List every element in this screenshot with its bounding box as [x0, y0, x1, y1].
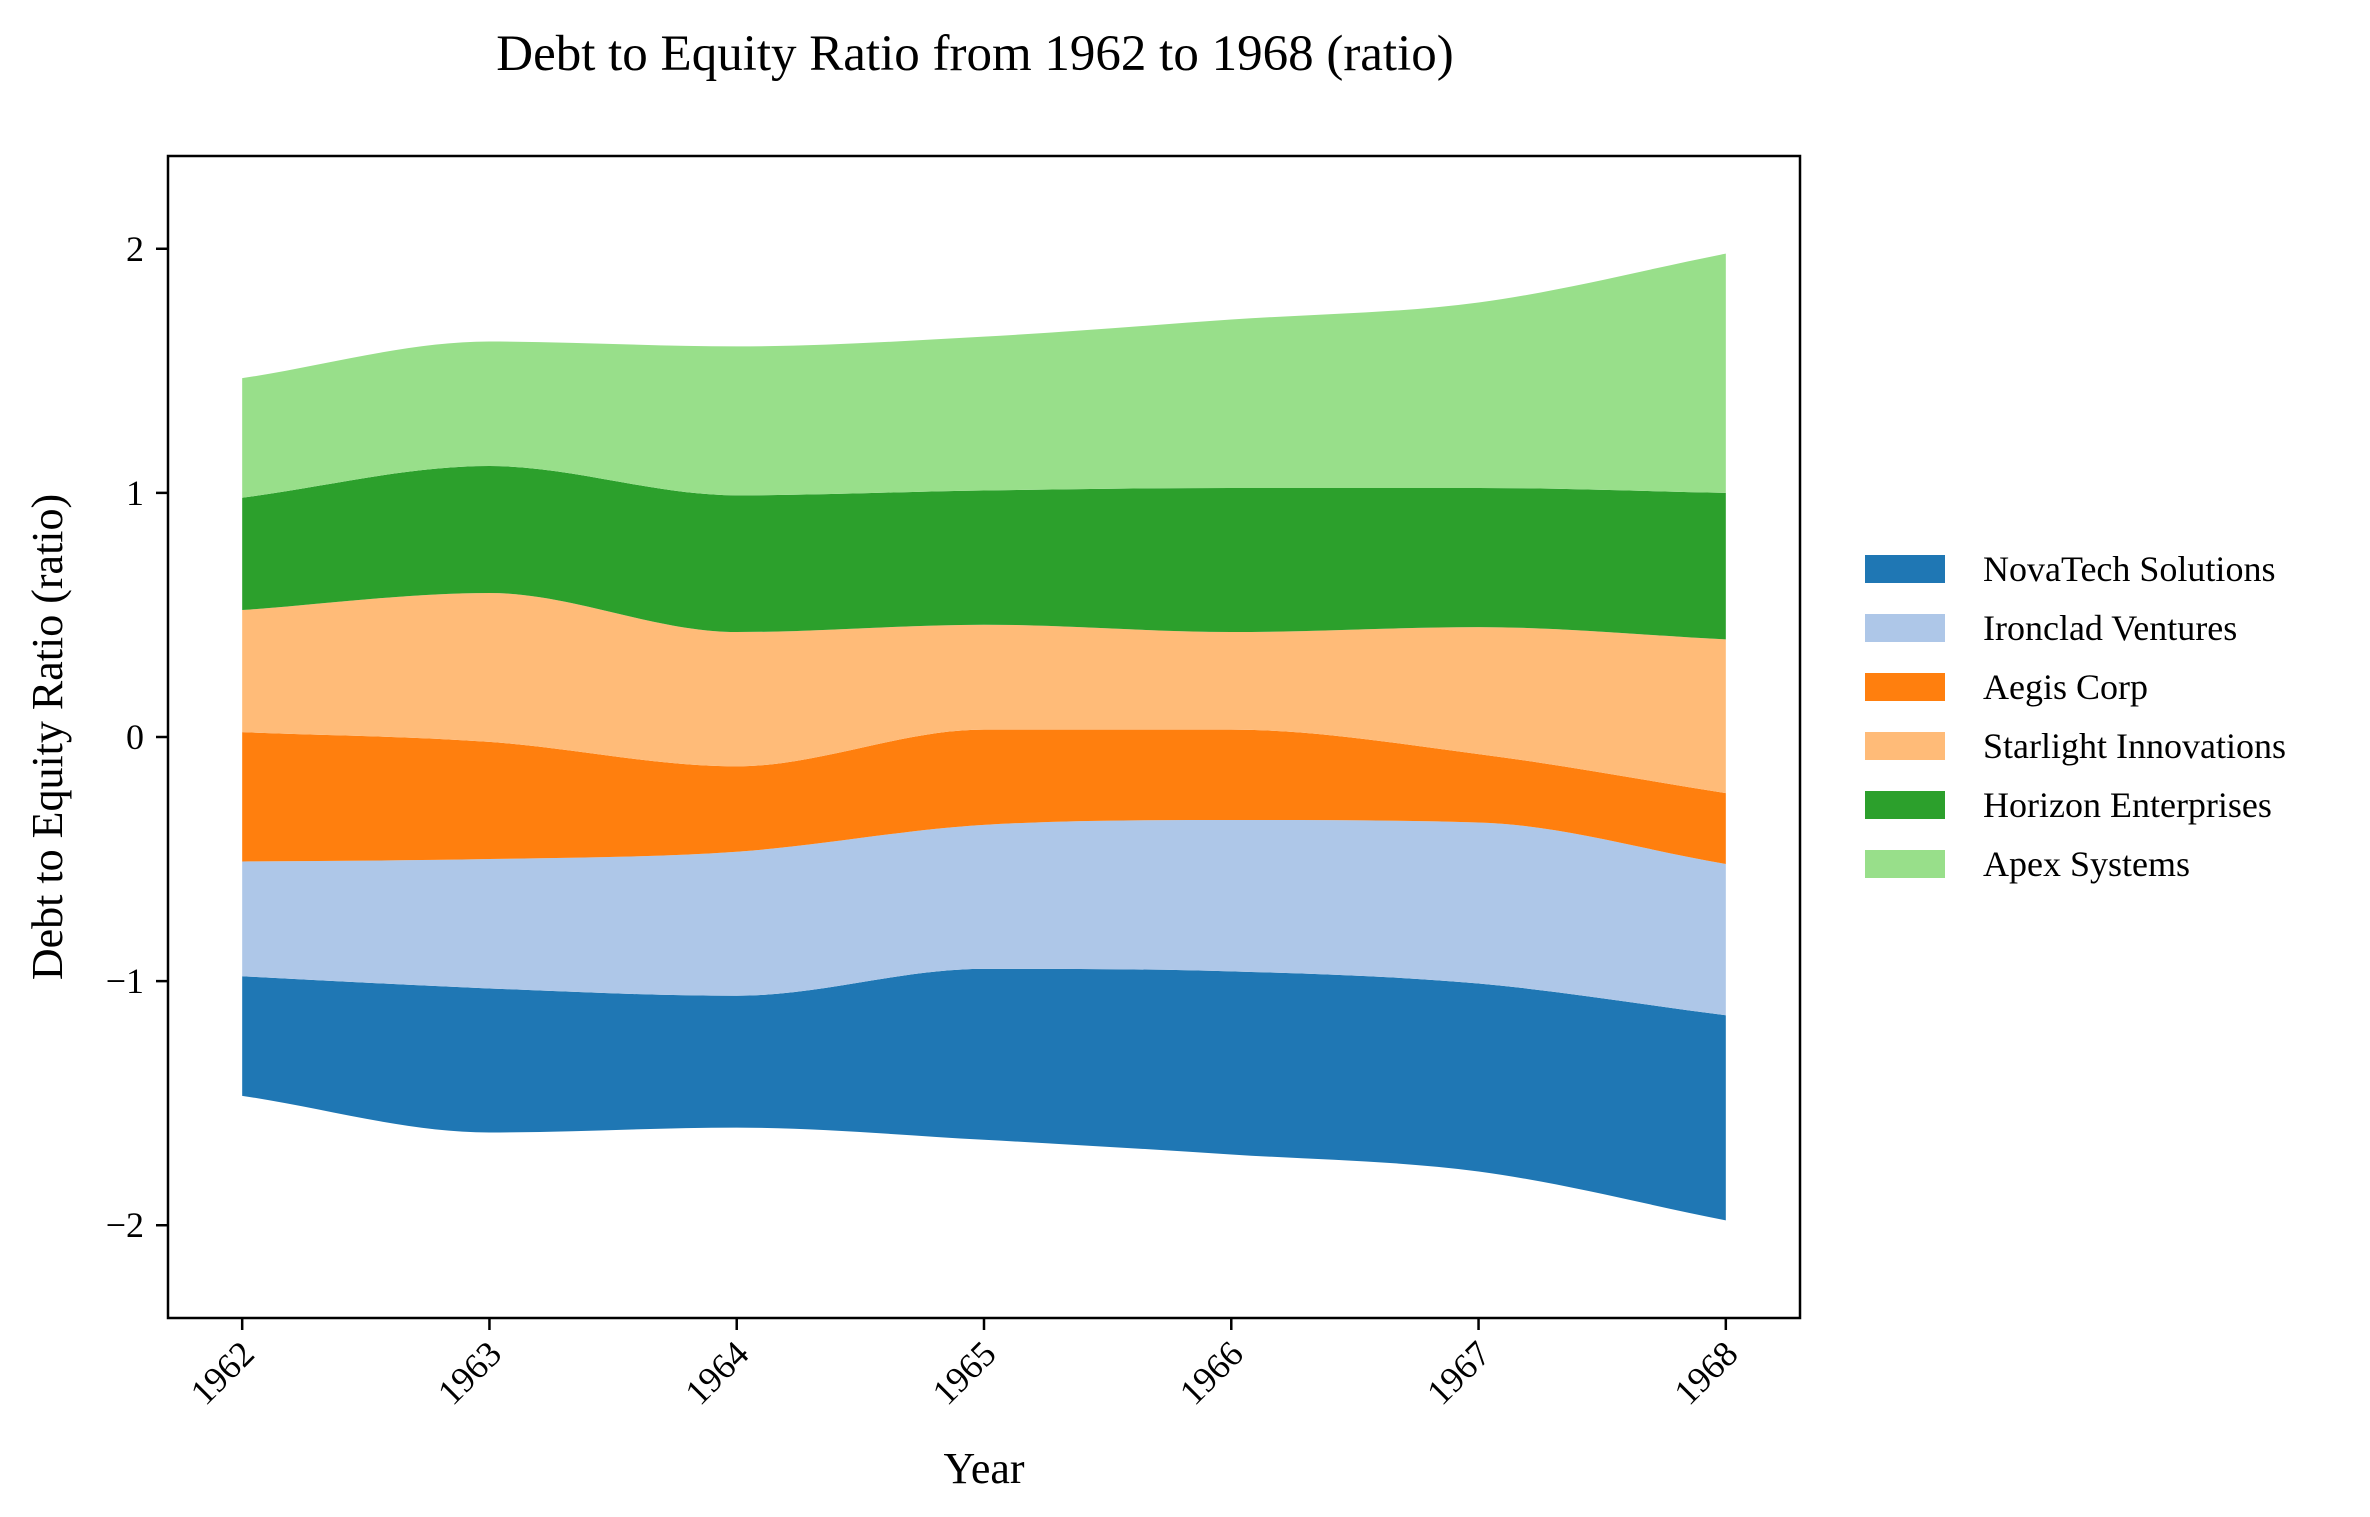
legend: NovaTech Solutions Ironclad Ventures Aegis… — [1865, 549, 2286, 884]
y-axis: −2 −1 0 1 2 — [106, 229, 168, 1245]
x-tick-label: 1966 — [1172, 1333, 1251, 1412]
x-axis-label: Year — [943, 1444, 1024, 1493]
legend-label-horizon-enterprises: Horizon Enterprises — [1983, 785, 2272, 825]
y-axis-label: Debt to Equity Ratio (ratio) — [23, 494, 72, 980]
legend-label-novatech-solutions: NovaTech Solutions — [1983, 549, 2275, 589]
area-aegis-corp — [242, 729, 1726, 864]
y-tick-label: 2 — [126, 229, 144, 269]
area-apex-systems — [242, 253, 1726, 498]
legend-swatch-apex-systems — [1865, 850, 1945, 878]
chart-title: Debt to Equity Ratio from 1962 to 1968 (… — [496, 26, 1454, 82]
area-ironclad-ventures — [242, 820, 1726, 1016]
x-tick-label: 1965 — [924, 1333, 1003, 1412]
legend-swatch-aegis-corp — [1865, 673, 1945, 701]
y-tick-label: 0 — [126, 717, 144, 757]
y-tick-label: −2 — [106, 1205, 144, 1245]
legend-swatch-starlight-innovations — [1865, 732, 1945, 760]
legend-label-aegis-corp: Aegis Corp — [1983, 667, 2148, 707]
legend-swatch-novatech-solutions — [1865, 555, 1945, 583]
x-tick-label: 1964 — [677, 1333, 756, 1412]
legend-label-starlight-innovations: Starlight Innovations — [1983, 726, 2286, 766]
y-tick-label: −1 — [106, 961, 144, 1001]
area-starlight-innovations — [242, 592, 1726, 794]
plot-area — [242, 253, 1726, 1221]
x-tick-label: 1968 — [1666, 1333, 1745, 1412]
area-horizon-enterprises — [242, 466, 1726, 640]
x-tick-label: 1963 — [430, 1333, 509, 1412]
legend-swatch-horizon-enterprises — [1865, 791, 1945, 819]
x-axis: 1962 1963 1964 1965 1966 1967 1968 — [183, 1318, 1745, 1413]
x-tick-label: 1967 — [1419, 1333, 1498, 1412]
legend-label-apex-systems: Apex Systems — [1983, 844, 2190, 884]
y-tick-label: 1 — [126, 473, 144, 513]
x-tick-label: 1962 — [183, 1333, 262, 1412]
legend-label-ironclad-ventures: Ironclad Ventures — [1983, 608, 2237, 648]
area-novatech-solutions — [242, 968, 1726, 1221]
legend-swatch-ironclad-ventures — [1865, 614, 1945, 642]
